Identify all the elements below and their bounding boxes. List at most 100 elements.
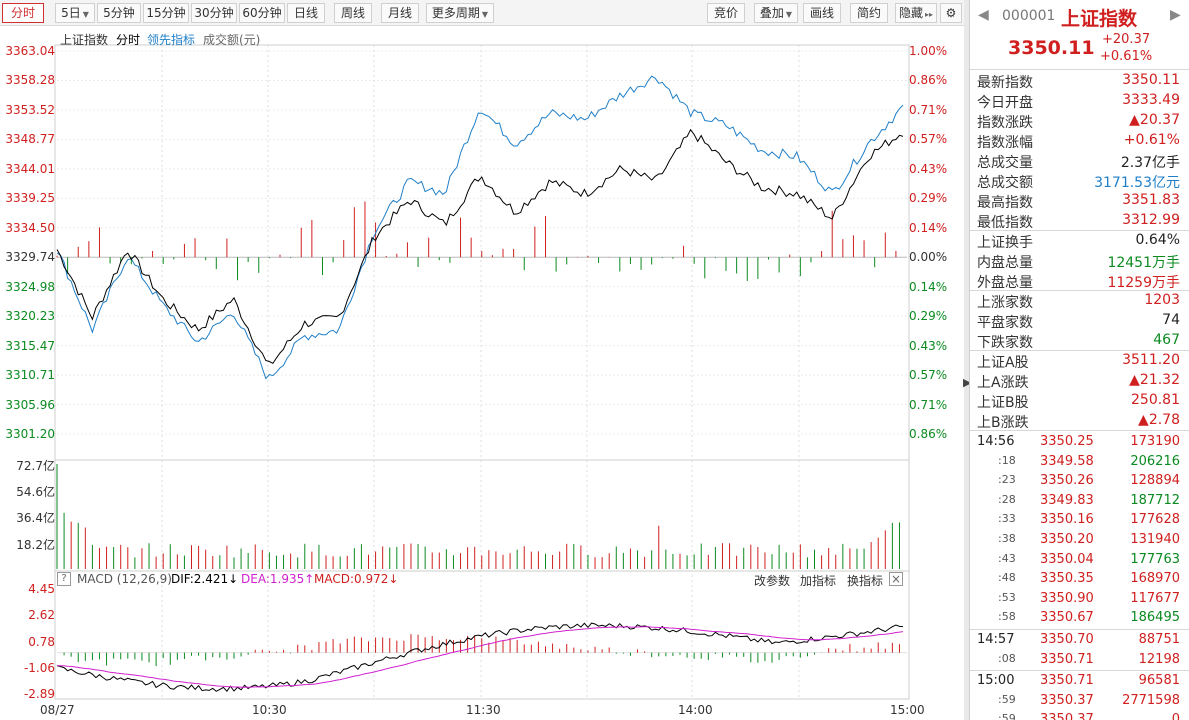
tick-price: 3350.67: [1040, 610, 1094, 626]
macd-value: MACD:0.972↓: [314, 572, 399, 586]
tick-volume: 117677: [1130, 590, 1180, 606]
chart-area[interactable]: 上证指数 分时 领先指标 成交额(元) 3363.04 3358.28 3353.5…: [0, 26, 965, 720]
tab-daily[interactable]: 日线: [287, 3, 325, 23]
stat-value: ▲2.78: [1138, 412, 1180, 428]
stat-label: 指数涨幅: [977, 135, 1033, 151]
stat-row: 下跌家数 467: [970, 331, 1186, 351]
price-tick-label: 3339.25: [5, 191, 55, 206]
more-periods-dropdown[interactable]: 更多周期 ▼: [426, 3, 494, 23]
help-icon[interactable]: ?: [57, 572, 71, 586]
stat-label: 最高指数: [977, 195, 1033, 211]
divider: [970, 350, 1189, 351]
tick-row: 14:57 3350.70 88751: [970, 631, 1186, 650]
legend-mode: 分时: [116, 33, 141, 47]
dif-line: [56, 622, 904, 692]
stat-row: 指数涨幅 +0.61%: [970, 131, 1186, 151]
tick-row: :59 3350.37 0: [970, 711, 1186, 720]
simple-mode-button[interactable]: 简约: [850, 3, 888, 23]
tab-30min[interactable]: 30分钟: [191, 3, 237, 23]
volume-tick-label: 36.4亿: [16, 511, 55, 526]
tick-row: :48 3350.35 168970: [970, 570, 1186, 589]
percent-tick-label: 1.00%: [909, 44, 948, 58]
percent-tick-label: 0.14%: [909, 220, 948, 235]
tick-volume: 173190: [1130, 434, 1180, 449]
tick-price: 3350.71: [1040, 673, 1094, 689]
tick-volume: 12198: [1138, 651, 1180, 667]
tick-row: :58 3350.67 186495: [970, 609, 1186, 628]
tick-time: 15:00: [977, 673, 1015, 689]
stat-label: 上B涨跌: [977, 415, 1029, 431]
tab-5min[interactable]: 5分钟: [97, 3, 141, 23]
stat-label: 内盘总量: [977, 255, 1033, 271]
stat-row: 平盘家数 74: [970, 311, 1186, 331]
tab-60min[interactable]: 60分钟: [239, 3, 285, 23]
tick-row: :38 3350.20 131940: [970, 531, 1186, 550]
stat-row: 最高指数 3351.83: [970, 191, 1186, 211]
draw-line-button[interactable]: 画线: [803, 3, 841, 23]
tab-15min[interactable]: 15分钟: [143, 3, 189, 23]
stat-row: 最低指数 3312.99: [970, 211, 1186, 231]
tick-row: :43 3350.04 177763: [970, 551, 1186, 570]
next-stock-icon[interactable]: ▶: [1170, 7, 1181, 23]
tick-price: 3350.37: [1040, 692, 1094, 708]
volume-tick-label: 72.7亿: [16, 459, 55, 473]
legend-lead-indicator[interactable]: 领先指标: [147, 33, 196, 47]
collapse-arrow-icon[interactable]: ▶: [963, 376, 972, 389]
price-change: +20.37: [1102, 32, 1151, 47]
tab-weekly[interactable]: 周线: [334, 3, 372, 23]
time-label-1500: 15:00: [890, 703, 925, 717]
tick-price: 3349.58: [1040, 453, 1094, 469]
stat-label: 最低指数: [977, 215, 1033, 231]
tick-time: :08: [998, 651, 1016, 665]
stat-label: 上证A股: [977, 355, 1029, 371]
stock-name: 上证指数: [1061, 8, 1138, 30]
quote-header: ◀ 000001 上证指数 ▶ 3350.11 +20.37 +0.61%: [970, 0, 1189, 70]
tick-volume: 0: [1171, 712, 1180, 720]
stat-value: 11259万手: [1107, 275, 1180, 291]
stat-value: 12451万手: [1107, 255, 1180, 271]
macd-header: ? MACD (12,26,9) DIF:2.421↓ DEA:1.935↑ M…: [55, 572, 907, 588]
gear-icon: ⚙: [945, 6, 957, 20]
tab-intraday-label: 分时: [10, 6, 35, 20]
hide-button[interactable]: 隐藏 ▸▸: [895, 3, 937, 23]
tick-price: 3350.71: [1040, 651, 1094, 667]
stat-row: 内盘总量 12451万手: [970, 251, 1186, 271]
stat-value: 3511.20: [1122, 352, 1180, 368]
tick-price: 3350.90: [1040, 590, 1094, 606]
add-indicator-button[interactable]: 加指标: [800, 574, 837, 588]
panel-splitter[interactable]: [964, 0, 969, 720]
tab-5day[interactable]: 5日 ▼: [55, 3, 95, 23]
percent-tick-label: 0.57%: [909, 368, 948, 383]
overlay-dropdown[interactable]: 叠加 ▼: [754, 3, 798, 23]
stat-row: 今日开盘 3333.49: [970, 91, 1186, 111]
period-toolbar: 分时 5日 ▼ 5分钟 15分钟 30分钟 60分钟 日线 周线 月线 更多周期 ▼…: [0, 0, 965, 26]
tick-volume: 96581: [1138, 673, 1180, 689]
quote-panel: ◀ 000001 上证指数 ▶ 3350.11 +20.37 +0.61% 最新…: [969, 0, 1189, 720]
hide-label: 隐藏: [898, 6, 923, 20]
tick-time: :53: [998, 590, 1016, 604]
stat-row: 上证A股 3511.20: [970, 351, 1186, 371]
tab-monthly[interactable]: 月线: [381, 3, 419, 23]
macd-title: MACD (12,26,9): [77, 572, 172, 586]
stat-value: 2.37亿手: [1120, 155, 1180, 171]
percent-tick-label: 0.57%: [909, 132, 948, 147]
tick-price: 3350.26: [1040, 473, 1094, 489]
auction-button[interactable]: 竞价: [707, 3, 745, 23]
simple-mode-label: 简约: [856, 6, 881, 20]
tick-volume: 168970: [1130, 571, 1180, 587]
tick-price: 3350.70: [1040, 632, 1094, 647]
percent-tick-label: 0.86%: [909, 427, 948, 441]
divider: [970, 629, 1189, 630]
prev-stock-icon[interactable]: ◀: [978, 7, 989, 23]
intraday-chart[interactable]: [0, 26, 965, 720]
swap-indicator-button[interactable]: 换指标: [847, 574, 884, 588]
price-tick-label: 3324.98: [5, 279, 55, 294]
tick-row: :23 3350.26 128894: [970, 472, 1186, 491]
gear-button[interactable]: ⚙: [940, 3, 962, 23]
close-icon[interactable]: ×: [889, 572, 903, 586]
tab-5day-label: 5日: [61, 6, 81, 20]
edit-params-button[interactable]: 改参数: [754, 574, 791, 588]
tick-price: 3350.20: [1040, 532, 1094, 547]
tab-intraday[interactable]: 分时: [2, 3, 44, 23]
